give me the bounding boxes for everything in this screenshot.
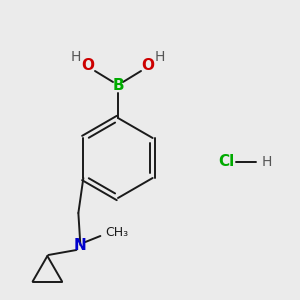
Text: N: N bbox=[74, 238, 87, 253]
Text: O: O bbox=[142, 58, 154, 74]
Text: H: H bbox=[155, 50, 165, 64]
Text: H: H bbox=[71, 50, 81, 64]
Text: Cl: Cl bbox=[218, 154, 234, 169]
Text: H: H bbox=[262, 155, 272, 169]
Text: CH₃: CH₃ bbox=[105, 226, 128, 239]
Text: O: O bbox=[82, 58, 94, 74]
Text: B: B bbox=[112, 79, 124, 94]
